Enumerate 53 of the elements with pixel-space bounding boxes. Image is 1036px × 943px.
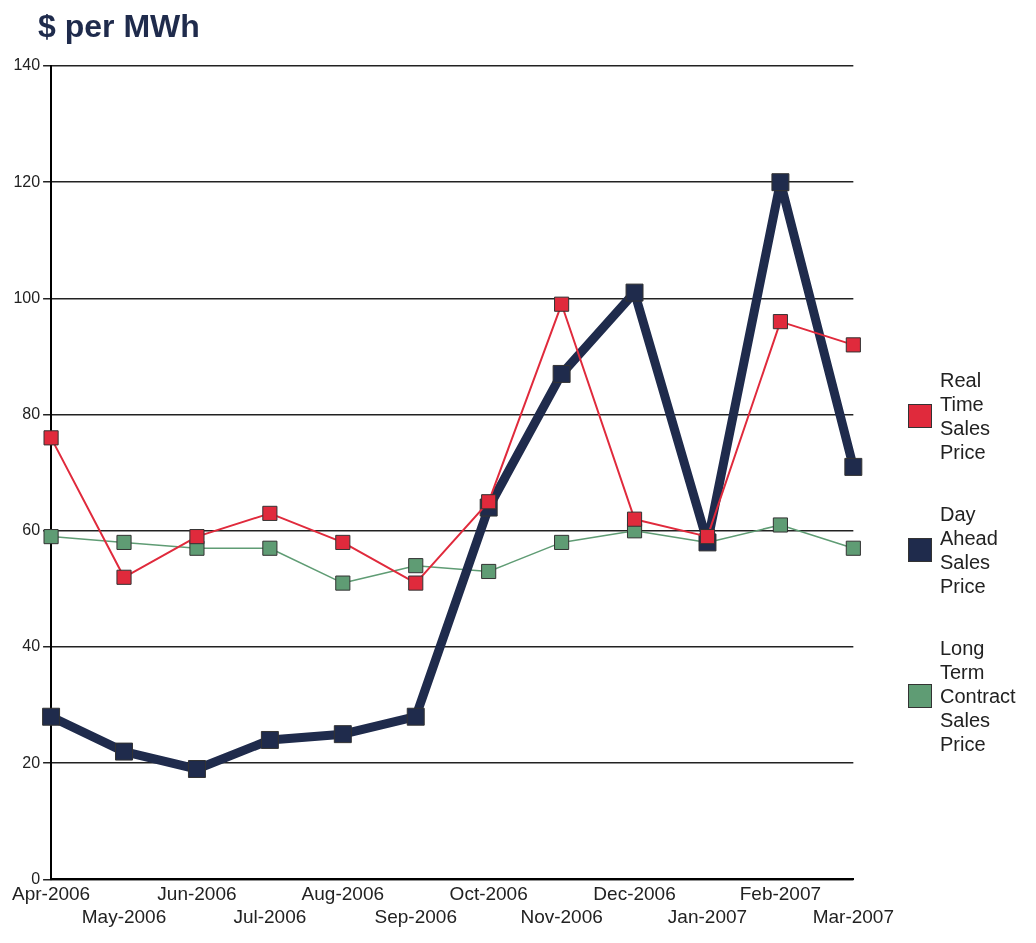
point (554, 534, 570, 550)
point (408, 575, 424, 591)
y-tick-label: 100 (13, 288, 41, 306)
point (335, 575, 351, 591)
point (845, 540, 861, 556)
point (771, 173, 790, 192)
legend-label: Real Time Sales Price (940, 368, 992, 464)
point (626, 511, 643, 527)
point (43, 529, 59, 545)
point (481, 494, 497, 510)
x-tick-label: Aug-2006 (301, 883, 385, 905)
point (772, 314, 788, 330)
legend-label: Long Term Contract Sales Price (940, 636, 1017, 756)
x-tick-label: Mar-2007 (812, 905, 895, 927)
point (262, 505, 278, 521)
y-tick-label: 40 (22, 637, 41, 655)
point (554, 296, 570, 312)
point (335, 534, 351, 550)
y-axis-title: $ per MWh (38, 8, 200, 45)
point (260, 730, 279, 749)
legend-label: Day Ahead Sales Price (940, 502, 999, 598)
x-tick-label: Jan-2007 (667, 905, 748, 927)
point (408, 558, 424, 574)
point (187, 760, 206, 778)
y-tick-label: 80 (22, 405, 41, 423)
x-tick-label: Sep-2006 (374, 905, 457, 927)
point (552, 364, 571, 383)
point (699, 529, 716, 545)
x-tick-label: Nov-2006 (520, 905, 603, 927)
point (845, 337, 861, 353)
x-tick-label: Jul-2006 (233, 905, 307, 927)
x-tick-label: Dec-2006 (593, 883, 676, 905)
point (333, 725, 352, 744)
point (625, 283, 644, 302)
point (115, 742, 133, 761)
x-tick-label: Jun-2006 (157, 883, 237, 905)
point (42, 707, 61, 726)
point (116, 534, 132, 550)
y-tick-label: 140 (13, 56, 41, 74)
point (844, 457, 863, 476)
y-tick-label: 120 (13, 172, 41, 190)
point (116, 569, 132, 585)
y-tick-label: 20 (22, 753, 41, 771)
point (43, 430, 59, 446)
x-tick-label: May-2006 (81, 905, 167, 927)
point (772, 517, 788, 533)
x-tick-label: Oct-2006 (449, 883, 528, 905)
x-tick-label: Feb-2007 (739, 883, 822, 905)
point (262, 540, 278, 556)
point (481, 563, 497, 580)
point (189, 529, 205, 545)
point (406, 707, 425, 726)
y-tick-label: 60 (22, 521, 41, 539)
